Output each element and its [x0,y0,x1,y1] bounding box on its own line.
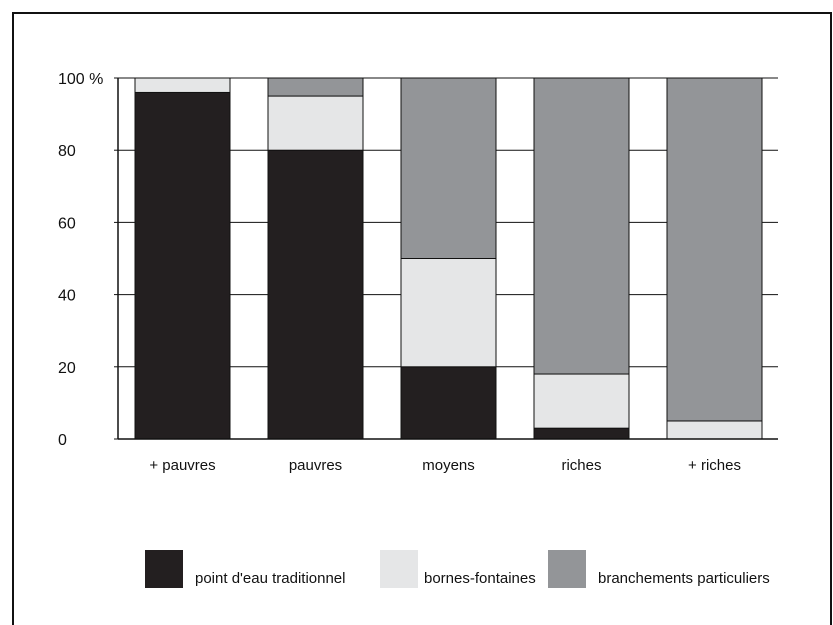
y-tick-label: 40 [58,288,76,305]
bar-segment [400,77,497,259]
bar-segment [533,77,630,375]
bar-segment [400,258,497,368]
bar-segment [533,427,630,440]
bar-segment [134,77,231,93]
y-tick-labels: 0 20 40 60 80 100 % [58,71,103,449]
legend-label: branchements particuliers [598,570,770,587]
y-tick-label: 20 [58,360,76,377]
legend-swatch [548,550,586,588]
legend-label: point d'eau traditionnel [195,570,345,587]
bar-segment [666,77,763,422]
y-tick-label: 60 [58,215,76,232]
axes [114,77,778,440]
bars [134,77,763,440]
legend-swatch [380,550,418,588]
chart-frame [12,12,832,625]
y-tick-label: 80 [58,143,76,160]
bar-segment [533,373,630,429]
x-tick-label: + pauvres [149,457,215,474]
bar-segment [134,91,231,440]
x-tick-label: + riches [688,457,741,474]
legend: point d'eau traditionnel bornes-fontaines… [145,550,770,588]
x-tick-label: pauvres [289,457,342,474]
bar-segment [267,77,364,97]
x-tick-label: moyens [422,457,475,474]
x-tick-labels: + pauvres pauvres moyens riches + riches [149,457,741,474]
y-tick-label: 100 % [58,71,103,88]
x-tick-label: riches [561,457,601,474]
bar-segment [666,420,763,440]
legend-label: bornes-fontaines [424,570,536,587]
legend-swatch [145,550,183,588]
bar-segment [400,366,497,440]
bar-segment [267,149,364,440]
bar-segment [267,95,364,151]
y-tick-label: 0 [58,432,67,449]
